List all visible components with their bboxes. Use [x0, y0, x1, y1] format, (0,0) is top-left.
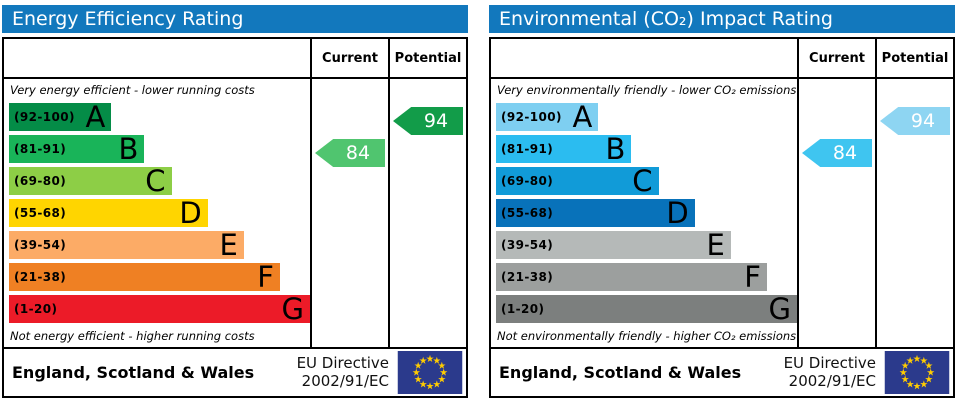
- band-b-letter: B: [118, 132, 139, 166]
- energy-potential-column: Potential 94: [388, 39, 466, 347]
- band-f-bar: (21-38) F: [496, 260, 767, 294]
- co2-current-value: 84: [832, 142, 858, 164]
- energy-chart-header: Energy Efficiency Rating: [2, 5, 468, 33]
- co2-top-caption: Very environmentally friendly - lower CO…: [497, 83, 797, 97]
- band-f-letter: F: [744, 260, 761, 294]
- band-f-range: (21-38): [14, 270, 67, 284]
- energy-current-value: 84: [345, 142, 371, 164]
- band-f-letter: F: [257, 260, 274, 294]
- energy-bands-column: Very energy efficient - lower running co…: [4, 39, 310, 347]
- eu-directive-label: EU Directive 2002/91/EC: [296, 354, 389, 390]
- co2-potential-value: 94: [910, 110, 936, 132]
- band-row: (81-91) B: [496, 133, 797, 165]
- band-b-range: (81-91): [14, 142, 67, 156]
- band-row: (55-68) D: [496, 197, 797, 229]
- co2-chart-title: Environmental (CO₂) Impact Rating: [499, 8, 833, 30]
- band-row: (69-80) C: [496, 165, 797, 197]
- band-c-bar: (69-80) C: [9, 164, 172, 198]
- band-a-bar: (92-100) A: [496, 100, 599, 134]
- band-row: (21-38) F: [496, 261, 797, 293]
- band-a-range: (92-100): [14, 110, 75, 124]
- co2-potential-column: Potential 94: [875, 39, 953, 347]
- energy-potential-header: Potential: [390, 39, 466, 79]
- band-d-bar: (55-68) D: [9, 196, 208, 230]
- band-b-range: (81-91): [501, 142, 554, 156]
- band-row: (1-20) G: [9, 293, 310, 325]
- co2-bands: (92-100) A (81-91) B (69-80) C: [491, 101, 797, 325]
- band-row: (81-91) B: [9, 133, 310, 165]
- band-b-letter: B: [605, 132, 626, 166]
- band-b-bar: (81-91) B: [496, 132, 632, 166]
- band-row: (92-100) A: [9, 101, 310, 133]
- co2-impact-chart: Environmental (CO₂) Impact Rating Very e…: [489, 3, 955, 398]
- band-e-letter: E: [219, 228, 238, 262]
- band-g-range: (1-20): [14, 302, 58, 316]
- co2-chart-footer: England, Scotland & Wales EU Directive 2…: [489, 347, 955, 398]
- band-a-bar: (92-100) A: [9, 100, 112, 134]
- band-c-letter: C: [145, 164, 166, 198]
- band-row: (1-20) G: [496, 293, 797, 325]
- energy-potential-value: 94: [423, 110, 449, 132]
- energy-top-caption: Very energy efficient - lower running co…: [10, 83, 255, 97]
- band-f-range: (21-38): [501, 270, 554, 284]
- band-c-range: (69-80): [501, 174, 554, 188]
- co2-potential-header: Potential: [877, 39, 953, 79]
- band-a-letter: A: [85, 100, 106, 134]
- energy-chart-footer: England, Scotland & Wales EU Directive 2…: [2, 347, 468, 398]
- energy-bottom-caption: Not energy efficient - higher running co…: [10, 329, 255, 343]
- co2-current-arrow: 84: [802, 139, 872, 167]
- co2-current-column: Current 84: [797, 39, 875, 347]
- band-e-range: (39-54): [501, 238, 554, 252]
- co2-current-header: Current: [799, 39, 875, 79]
- energy-current-column: Current 84: [310, 39, 388, 347]
- band-row: (92-100) A: [496, 101, 797, 133]
- co2-bands-column: Very environmentally friendly - lower CO…: [491, 39, 797, 347]
- band-b-bar: (81-91) B: [9, 132, 145, 166]
- band-e-bar: (39-54) E: [9, 228, 244, 262]
- band-g-letter: G: [281, 292, 304, 326]
- band-e-letter: E: [706, 228, 725, 262]
- band-c-range: (69-80): [14, 174, 67, 188]
- co2-potential-arrow: 94: [880, 107, 950, 135]
- band-g-bar: (1-20) G: [9, 292, 310, 326]
- co2-rating-table: Very environmentally friendly - lower CO…: [489, 37, 955, 349]
- band-row: (69-80) C: [9, 165, 310, 197]
- co2-chart-header: Environmental (CO₂) Impact Rating: [489, 5, 955, 33]
- band-a-letter: A: [572, 100, 593, 134]
- region-label: England, Scotland & Wales: [12, 363, 255, 382]
- region-label: England, Scotland & Wales: [499, 363, 742, 382]
- band-f-bar: (21-38) F: [9, 260, 280, 294]
- band-row: (55-68) D: [9, 197, 310, 229]
- band-row: (39-54) E: [9, 229, 310, 261]
- eu-flag-icon: [884, 351, 950, 394]
- energy-bands: (92-100) A (81-91) B (69-80) C: [4, 101, 310, 325]
- band-e-bar: (39-54) E: [496, 228, 731, 262]
- band-a-range: (92-100): [501, 110, 562, 124]
- band-row: (21-38) F: [9, 261, 310, 293]
- band-d-range: (55-68): [14, 206, 67, 220]
- band-g-bar: (1-20) G: [496, 292, 797, 326]
- energy-current-header: Current: [312, 39, 388, 79]
- band-d-bar: (55-68) D: [496, 196, 695, 230]
- band-d-letter: D: [666, 196, 689, 230]
- band-g-range: (1-20): [501, 302, 545, 316]
- band-row: (39-54) E: [496, 229, 797, 261]
- energy-chart-title: Energy Efficiency Rating: [12, 8, 244, 30]
- energy-rating-table: Very energy efficient - lower running co…: [2, 37, 468, 349]
- eu-directive-label: EU Directive 2002/91/EC: [783, 354, 876, 390]
- band-e-range: (39-54): [14, 238, 67, 252]
- energy-current-arrow: 84: [315, 139, 385, 167]
- band-c-letter: C: [632, 164, 653, 198]
- eu-flag-icon: [397, 351, 463, 394]
- co2-bands-header-spacer: [491, 39, 797, 79]
- band-d-letter: D: [179, 196, 202, 230]
- band-c-bar: (69-80) C: [496, 164, 659, 198]
- band-g-letter: G: [768, 292, 791, 326]
- band-d-range: (55-68): [501, 206, 554, 220]
- co2-bottom-caption: Not environmentally friendly - higher CO…: [497, 329, 797, 343]
- energy-bands-header-spacer: [4, 39, 310, 79]
- energy-potential-arrow: 94: [393, 107, 463, 135]
- energy-efficiency-chart: Energy Efficiency Rating Very energy eff…: [2, 3, 468, 398]
